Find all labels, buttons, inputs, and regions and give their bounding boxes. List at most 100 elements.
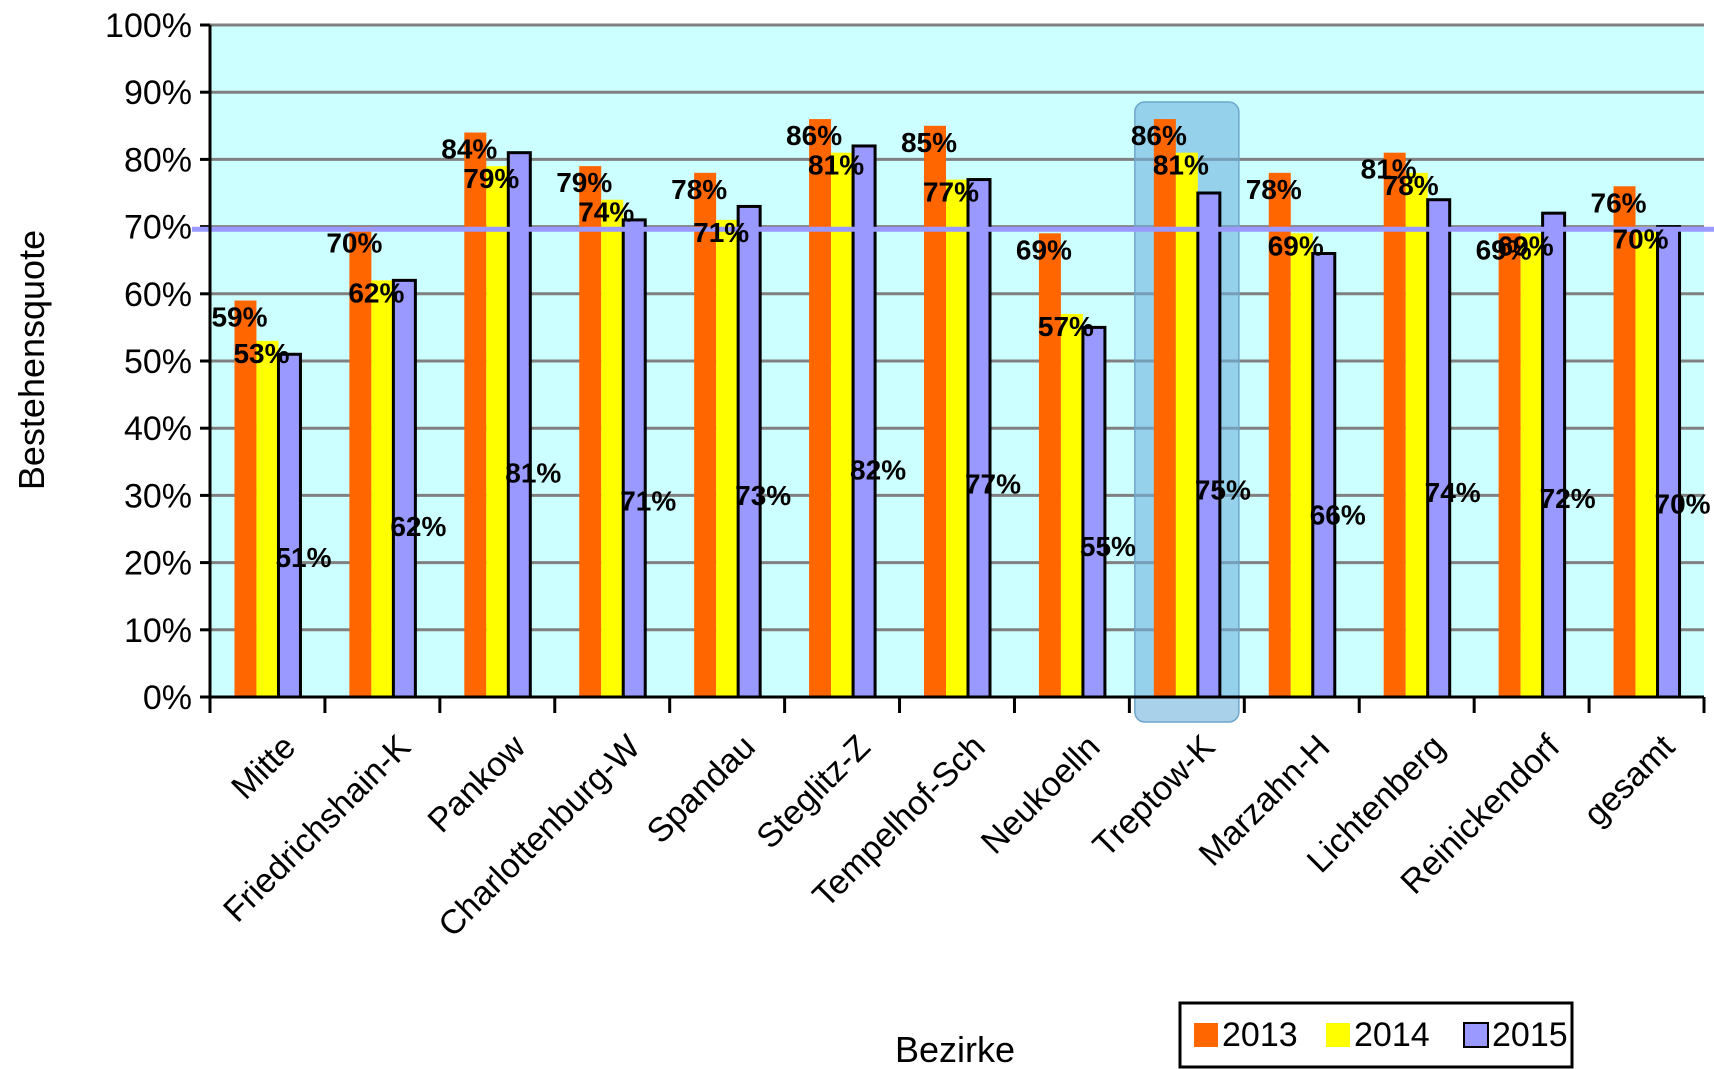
bar-2015-neukoelln [1081, 325, 1107, 699]
data-label-2014-tempelhof-sch: 77% [923, 177, 979, 208]
y-tick-label: 50% [124, 343, 192, 381]
data-label-2015-marzahn-h: 66% [1310, 500, 1366, 531]
data-label-2015-steglitz-z: 82% [850, 455, 906, 486]
bar-2013-treptow-k [1153, 119, 1176, 697]
data-label-2014-marzahn-h: 69% [1268, 230, 1324, 261]
bar-2013-lichtenberg [1383, 152, 1406, 697]
legend-box [1178, 1001, 1574, 1069]
data-label-2015-reinickendorf: 72% [1540, 483, 1596, 514]
data-label-2013-tempelhof-sch: 85% [901, 127, 957, 158]
data-label-2014-lichtenberg: 78% [1383, 170, 1439, 201]
bar-2015-friedrichshain-k [391, 278, 417, 699]
bar-2013-friedrichshain-k [349, 226, 372, 697]
bar-2014-mitte [256, 340, 279, 697]
y-tick-label: 70% [124, 209, 192, 247]
data-label-2014-pankow: 79% [463, 163, 519, 194]
data-label-2015-tempelhof-sch: 77% [965, 469, 1021, 500]
data-label-2013-charlottenburg-w: 79% [556, 167, 612, 198]
data-label-2015-neukoelln: 55% [1080, 531, 1136, 562]
category-label-neukoelln: Neukoelln [974, 728, 1108, 862]
y-tick-label: 20% [124, 545, 192, 583]
category-label-gesamt: gesamt [1576, 727, 1682, 833]
bar-2015-charlottenburg-w [621, 218, 647, 699]
bar-2013-marzahn-h [1268, 172, 1291, 698]
bar-2015-tempelhof-sch [966, 178, 992, 699]
legend: 2013 2014 2015 [1178, 1001, 1574, 1069]
bar-2014-spandau [716, 219, 739, 697]
data-label-2014-gesamt: 70% [1613, 224, 1669, 255]
data-label-2015-lichtenberg: 74% [1425, 477, 1481, 508]
data-label-2015-friedrichshain-k: 62% [390, 511, 446, 542]
legend-swatch-2013 [1194, 1023, 1218, 1047]
bar-2014-reinickendorf [1520, 233, 1543, 697]
legend-swatch-2015 [1463, 1022, 1489, 1048]
legend-swatch-2014 [1326, 1023, 1350, 1047]
y-axis-title: Bestehensquote [11, 230, 52, 490]
data-label-2014-mitte: 53% [233, 338, 289, 369]
bar-2015-treptow-k [1196, 191, 1222, 699]
legend-label-2015: 2015 [1492, 1016, 1568, 1054]
data-label-2013-reinickendorf: 69% [1476, 234, 1532, 265]
bar-2013-steglitz-z [809, 119, 832, 697]
bar-2015-marzahn-h [1311, 251, 1337, 699]
data-label-2015-pankow: 81% [505, 457, 561, 488]
category-label-charlottenburg-w: Charlottenburg-W [431, 728, 648, 945]
bar-2014-gesamt [1635, 226, 1658, 697]
bar-2014-tempelhof-sch [946, 179, 968, 697]
data-label-2013-gesamt: 76% [1591, 187, 1647, 218]
bar-2013-gesamt [1613, 186, 1636, 697]
legend-label-2014: 2014 [1354, 1016, 1430, 1054]
data-label-2013-pankow: 84% [441, 134, 497, 165]
legend-label-2013: 2013 [1222, 1016, 1298, 1054]
data-label-2014-treptow-k: 81% [1153, 150, 1209, 181]
bar-2014-friedrichshain-k [371, 280, 394, 697]
data-label-2013-mitte: 59% [211, 302, 267, 333]
bar-2014-steglitz-z [831, 152, 854, 697]
data-label-2015-gesamt: 70% [1655, 488, 1711, 519]
category-label-pankow: Pankow [421, 727, 534, 840]
data-label-2014-friedrichshain-k: 62% [348, 277, 404, 308]
data-label-2015-spandau: 73% [735, 480, 791, 511]
data-label-2014-spandau: 71% [693, 217, 749, 248]
bar-2013-neukoelln [1038, 233, 1061, 697]
bar-2014-marzahn-h [1290, 233, 1313, 697]
y-tick-label: 30% [124, 477, 192, 515]
bars [234, 119, 1682, 699]
bar-2013-spandau [694, 172, 717, 698]
bar-2013-charlottenburg-w [579, 166, 602, 697]
y-tick-label: 100% [105, 7, 192, 45]
y-tick-label: 60% [124, 276, 192, 314]
data-label-2013-friedrichshain-k: 70% [326, 228, 382, 259]
y-axis-tick-labels: 0% 10% 20% 30% 40% 50% 60% 70% 80% 90% 100% [105, 7, 210, 717]
data-label-2014-charlottenburg-w: 74% [578, 197, 634, 228]
data-label-2014-steglitz-z: 81% [808, 150, 864, 181]
data-labels: 59%70%84%79% 78%86% 85%69%86%78%81%69%76%5… [211, 120, 1710, 573]
bar-2015-spandau [736, 204, 762, 699]
y-tick-label: 0% [143, 679, 192, 717]
bar-2015-mitte [276, 352, 302, 699]
category-label-mitte: Mitte [224, 728, 303, 807]
bar-2015-reinickendorf [1541, 211, 1567, 699]
data-label-2014-neukoelln: 57% [1038, 311, 1094, 342]
bar-2015-lichtenberg [1426, 198, 1452, 699]
bar-2013-pankow [464, 132, 487, 697]
bar-2015-gesamt [1656, 225, 1682, 699]
data-label-2014-reinickendorf: 69% [1498, 230, 1554, 261]
x-axis-title: Bezirke [895, 1029, 1015, 1069]
y-tick-label: 10% [124, 612, 192, 650]
bar-2015-pankow [506, 151, 532, 699]
y-tick-label: 90% [124, 74, 192, 112]
bar-2013-tempelhof-sch [924, 125, 946, 698]
data-label-2015-charlottenburg-w: 71% [620, 486, 676, 517]
data-label-2013-treptow-k: 86% [1131, 120, 1187, 151]
bar-2014-charlottenburg-w [601, 199, 624, 697]
bar-2014-pankow [486, 166, 509, 697]
y-tick-label: 80% [124, 141, 192, 179]
data-label-2013-neukoelln: 69% [1016, 234, 1072, 265]
data-label-2013-spandau: 78% [671, 174, 727, 205]
data-label-2015-mitte: 51% [275, 542, 331, 573]
bar-2014-treptow-k [1175, 152, 1198, 697]
data-label-2013-lichtenberg: 81% [1361, 154, 1417, 185]
